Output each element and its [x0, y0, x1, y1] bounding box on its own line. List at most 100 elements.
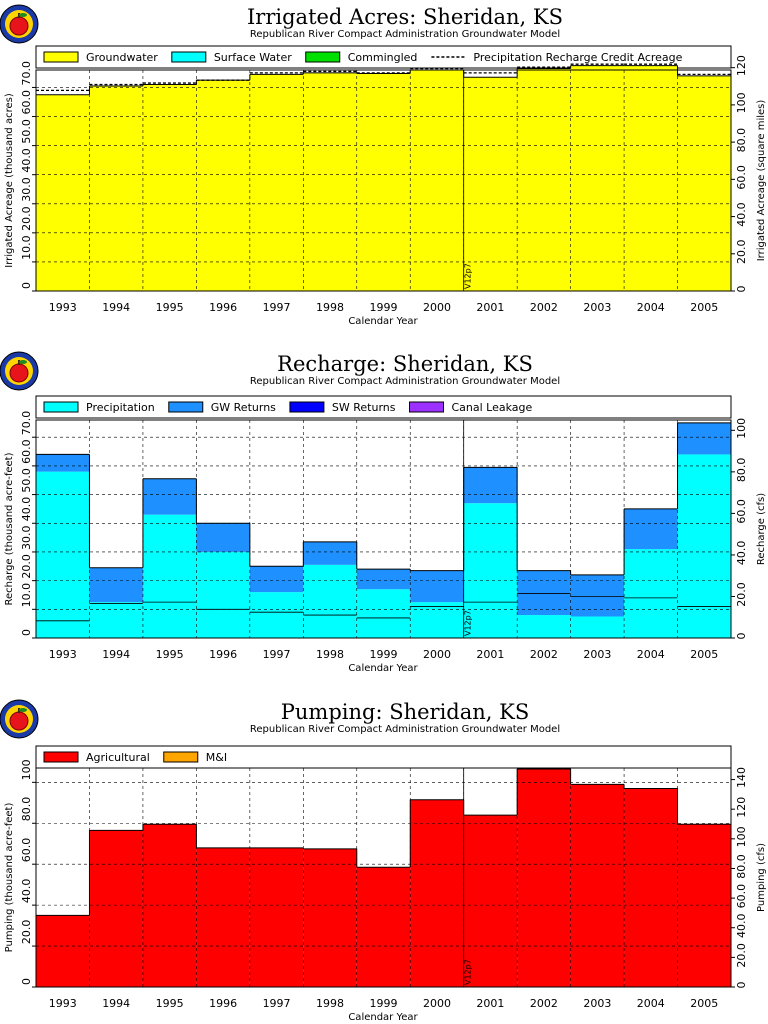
y-tick-label: 80.0	[20, 797, 33, 822]
y-axis-label: Irrigated Acreage (thousand acres)	[4, 93, 15, 268]
bar-precipitation-2001	[463, 503, 518, 638]
x-tick-label: 2002	[530, 997, 558, 1010]
y2-tick-label: 80.0	[735, 128, 748, 153]
x-tick-label: 1999	[370, 301, 398, 314]
x-tick-label: 1995	[156, 648, 184, 661]
x-tick-label: 1998	[316, 301, 344, 314]
y-tick-label: 100	[20, 759, 33, 780]
x-tick-label: 1999	[370, 997, 398, 1010]
y2-tick-label: 80.0	[735, 458, 748, 483]
bar-precipitation-2000	[410, 602, 464, 638]
x-tick-label: 2003	[583, 301, 611, 314]
x-tick-label: 2002	[530, 301, 558, 314]
bar-agricultural-2005	[677, 824, 731, 987]
bar-groundwater-2004	[624, 65, 678, 292]
legend-swatch	[43, 751, 79, 763]
grid	[36, 768, 731, 987]
x-tick-label: 1997	[263, 301, 291, 314]
legend-label: Surface Water	[214, 51, 292, 64]
bars	[36, 65, 731, 292]
x-tick-label: 1996	[209, 648, 237, 661]
apple-leaf	[19, 13, 27, 17]
bar-agricultural-1999	[356, 867, 411, 987]
chart-subtitle: Republican River Compact Administration …	[250, 29, 560, 40]
bar-groundwater-1995	[142, 84, 197, 291]
bar-groundwater-2003	[570, 65, 625, 292]
y2-tick-label: 20.0	[735, 240, 748, 264]
bar-precipitation-1996	[196, 551, 250, 638]
y-axis-left: 0 10.0 20.0 30.0 40.0 50.0 60.0 70.0	[20, 61, 36, 292]
legend-label: GW Returns	[211, 401, 276, 414]
legend-label: Groundwater	[86, 51, 158, 64]
x-tick-label: 1994	[102, 648, 130, 661]
bar-gw-returns-2002	[517, 570, 571, 616]
legend-label: SW Returns	[332, 401, 396, 414]
y-tick-label: 20.0	[20, 920, 33, 945]
y2-tick-label: 100	[735, 826, 748, 847]
y-tick-label: 60.0	[20, 439, 33, 464]
y2-tick-label: 0	[735, 633, 748, 640]
bar-gw-returns-1999	[356, 569, 411, 590]
legend: Precipitation GW Returns SW Returns Canal L…	[35, 395, 732, 419]
bar-gw-returns-2000	[410, 570, 464, 603]
x-tick-label: 1996	[209, 301, 237, 314]
bar-gw-returns-1994	[89, 567, 143, 603]
legend-label: Agricultural	[86, 751, 150, 764]
bar-groundwater-2002	[517, 68, 571, 291]
bar-groundwater-1993	[36, 94, 90, 291]
y2-tick-label: 40.0	[735, 913, 748, 938]
x-tick-label: 2005	[690, 301, 718, 314]
bar-agricultural-1998	[303, 848, 357, 987]
x-tick-label: 1997	[263, 997, 291, 1010]
x-axis: 1993 1994 1995 1996 1997 1998 1999 2000 2001 2002…	[49, 997, 719, 1010]
bar-groundwater-2001	[463, 77, 518, 291]
bar-groundwater-1999	[356, 73, 411, 291]
y2-tick-label: 60.0	[735, 165, 748, 190]
bar-precipitation-1997	[249, 592, 304, 638]
legend: Agricultural M&I	[35, 745, 732, 769]
y-tick-label: 60.0	[20, 838, 33, 863]
plot-frame	[35, 767, 732, 988]
x-tick-label: 1993	[49, 301, 77, 314]
legend-swatch	[171, 51, 207, 63]
legend-label: Precipitation Recharge Credit Acreage	[473, 51, 682, 64]
bar-agricultural-1994	[89, 830, 143, 987]
x-tick-label: 2005	[690, 997, 718, 1010]
y-tick-label: 0	[20, 282, 33, 289]
y-tick-label: 30.0	[20, 525, 33, 550]
bars	[36, 422, 731, 638]
bar-precipitation-1999	[356, 589, 411, 638]
bar-agricultural-2001	[463, 815, 518, 987]
x-axis-label: Calendar Year	[348, 663, 418, 674]
y-axis-right: 0 20.0 40.0 60.0 80.0 100	[731, 418, 748, 640]
apple-icon	[9, 711, 29, 731]
x-axis-label: Calendar Year	[348, 316, 418, 327]
legend-swatch	[409, 401, 444, 413]
x-tick-label: 2001	[476, 301, 504, 314]
y-tick-label: 0	[20, 629, 33, 636]
x-tick-label: 1995	[156, 997, 184, 1010]
y-tick-label: 20.0	[20, 554, 33, 579]
bar-gw-returns-1995	[142, 478, 197, 515]
bar-gw-returns-2004	[624, 508, 678, 550]
y2-tick-label: 0	[735, 982, 748, 989]
legend-label: Commingled	[348, 51, 418, 64]
y-tick-label: 10.0	[20, 583, 33, 608]
bar-agricultural-2003	[570, 784, 625, 987]
bar-gw-returns-1993	[36, 454, 90, 472]
bar-gw-returns-1998	[303, 541, 357, 565]
bar-gw-returns-1996	[196, 523, 250, 552]
bar-groundwater-1994	[89, 85, 143, 291]
y-axis-right: 0 20.0 40.0 60.0 80.0 100 120 140	[731, 767, 748, 989]
x-tick-label: 1998	[316, 648, 344, 661]
y2-tick-label: 140	[735, 767, 748, 788]
x-tick-label: 2005	[690, 648, 718, 661]
version-marker-label: V12p7	[464, 610, 473, 636]
apple-leaf	[19, 708, 27, 712]
y2-tick-label: 80.0	[735, 854, 748, 879]
chart-title: Recharge: Sheridan, KS	[277, 352, 533, 376]
chart-title: Pumping: Sheridan, KS	[281, 700, 529, 724]
y-tick-label: 60.0	[20, 90, 33, 115]
